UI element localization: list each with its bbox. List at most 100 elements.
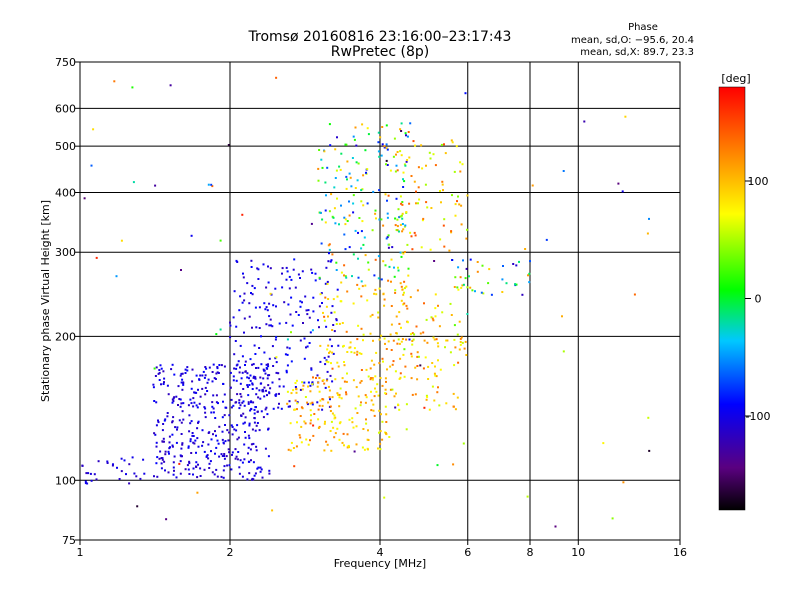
data-point (373, 414, 376, 417)
data-point (281, 267, 284, 270)
data-point (291, 324, 294, 327)
data-point (174, 426, 177, 429)
data-point (403, 163, 406, 166)
data-point (215, 372, 218, 375)
data-point (232, 316, 235, 319)
data-point (381, 357, 384, 360)
data-point (409, 122, 412, 125)
data-point (259, 382, 262, 385)
data-point (197, 420, 200, 423)
data-point (295, 311, 298, 313)
data-point (292, 389, 295, 392)
data-point (518, 260, 520, 263)
data-point (387, 234, 390, 237)
data-point (289, 405, 291, 408)
data-point (358, 287, 361, 290)
data-point (350, 351, 353, 354)
data-point (416, 351, 419, 354)
data-point (267, 374, 269, 377)
data-point (396, 225, 399, 228)
data-point (306, 313, 309, 316)
data-point (377, 141, 380, 144)
data-point (459, 276, 462, 279)
data-point (232, 404, 235, 407)
data-point (391, 246, 394, 249)
data-point (445, 339, 448, 342)
data-point (203, 450, 206, 453)
data-point (437, 304, 439, 307)
data-point (224, 440, 227, 443)
data-point (341, 377, 344, 380)
data-point (438, 325, 441, 328)
data-point (250, 443, 253, 446)
data-point (161, 440, 164, 443)
data-point (373, 292, 376, 295)
data-point (366, 127, 369, 130)
data-point (453, 338, 456, 341)
data-point (375, 351, 378, 354)
data-point (439, 190, 441, 192)
data-point (377, 311, 380, 314)
data-point (357, 395, 360, 398)
data-point (238, 371, 241, 374)
data-point (305, 438, 308, 441)
data-point (624, 115, 627, 118)
data-point (414, 144, 416, 147)
data-point (400, 202, 403, 205)
data-point (264, 408, 267, 411)
data-point (210, 450, 212, 453)
data-point (165, 518, 168, 521)
data-point (414, 366, 417, 369)
data-point (379, 377, 382, 379)
data-point (411, 332, 414, 335)
data-point (243, 458, 246, 461)
data-point (192, 397, 195, 400)
data-point (452, 392, 455, 395)
data-point (433, 372, 436, 375)
data-point (303, 381, 306, 384)
data-point (432, 336, 435, 339)
data-point (309, 439, 311, 442)
data-point (211, 471, 214, 474)
data-point (238, 401, 241, 404)
data-point (355, 443, 358, 446)
data-point (244, 416, 247, 419)
data-point (405, 338, 408, 341)
data-point (84, 482, 87, 485)
data-point (196, 406, 199, 409)
data-point (354, 229, 357, 232)
data-point (254, 353, 257, 355)
data-point (106, 462, 109, 464)
data-point (317, 418, 320, 421)
data-point (462, 283, 465, 286)
data-point (390, 305, 393, 307)
data-point (220, 364, 223, 367)
data-point (339, 421, 342, 424)
data-point (295, 379, 298, 382)
data-point (172, 461, 175, 464)
data-point (160, 383, 162, 386)
data-point (418, 198, 421, 201)
data-point (90, 164, 93, 167)
data-point (190, 452, 193, 454)
data-point (270, 324, 272, 327)
data-point (456, 200, 458, 203)
data-point (383, 298, 386, 301)
data-point (410, 175, 413, 177)
data-point (385, 143, 388, 146)
data-point (163, 440, 165, 443)
data-point (449, 302, 452, 305)
data-point (361, 188, 364, 191)
data-point (259, 470, 262, 473)
data-point (297, 273, 300, 276)
data-point (399, 215, 402, 218)
data-point (132, 181, 135, 184)
data-point (244, 370, 247, 373)
data-point (327, 355, 330, 358)
data-point (242, 412, 245, 415)
data-point (239, 382, 242, 385)
data-point (441, 311, 444, 314)
data-point (317, 179, 320, 182)
data-point (342, 432, 345, 435)
data-point (252, 461, 255, 464)
